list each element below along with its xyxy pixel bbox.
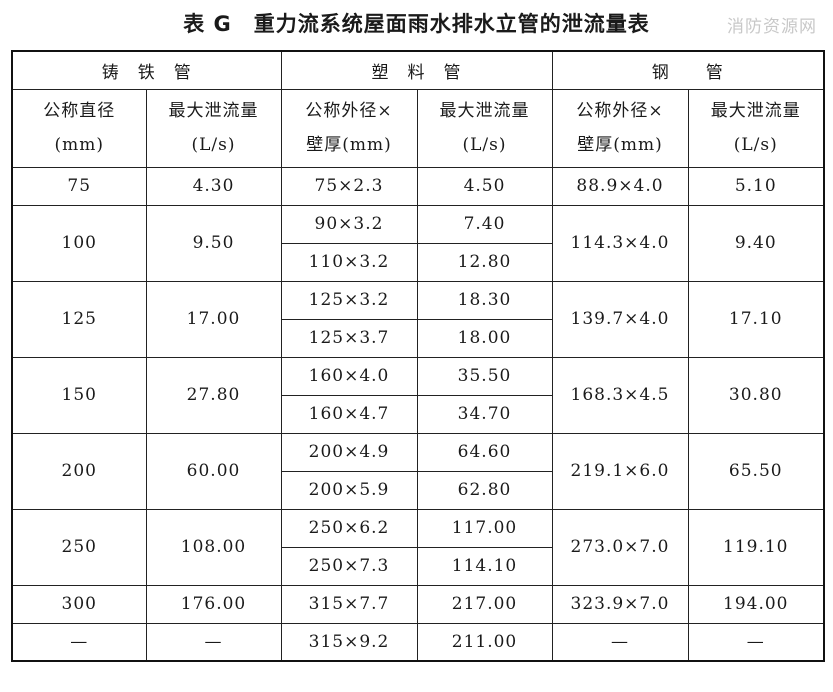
steel-flow-cell: 119.10: [687, 508, 825, 586]
cast-diameter-cell: 150: [11, 356, 147, 434]
cast-diameter-cell: —: [11, 622, 147, 662]
plastic-flow-cell: 35.50: [416, 356, 553, 396]
table-row: 160×4.7 34.70: [12, 394, 824, 434]
header-line: 最大泄流量: [710, 101, 801, 121]
cast-flow-cell: 17.00: [145, 280, 282, 358]
table-row: 75 4.30 75×2.3 4.50 88.9×4.0 5.10: [11, 166, 825, 206]
header-line: 公称直径: [43, 101, 116, 121]
plastic-flow-cell: 7.40: [416, 204, 553, 244]
steel-flow-cell: —: [687, 622, 825, 662]
plastic-size-cell: 125×3.2: [280, 280, 418, 320]
plastic-size-cell: 250×7.3: [280, 546, 418, 586]
steel-size-cell: 219.1×6.0: [551, 432, 689, 510]
steel-flow-cell: 65.50: [687, 432, 825, 510]
table-row: 250×7.3 114.10: [12, 546, 824, 586]
header-line: (mm): [54, 135, 104, 155]
plastic-flow-cell: 62.80: [416, 470, 553, 510]
steel-flow-cell: 5.10: [687, 166, 825, 206]
plastic-size-cell: 200×5.9: [280, 470, 418, 510]
header-line: 最大泄流量: [168, 101, 259, 121]
table-row: 250 108.00 250×6.2 117.00 273.0×7.0 119.…: [11, 508, 825, 586]
steel-flow-cell: 194.00: [687, 584, 825, 624]
plastic-flow-cell: 18.00: [416, 318, 553, 358]
plastic-size-cell: 160×4.0: [280, 356, 418, 396]
table-title: 表 G 重力流系统屋面雨水排水立管的泄流量表: [183, 12, 650, 36]
steel-size-cell: 139.7×4.0: [551, 280, 689, 358]
table-row: 200 60.00 200×4.9 64.60 219.1×6.0 65.50: [11, 432, 825, 510]
header-line: 壁厚(mm): [306, 135, 392, 155]
cast-flow-cell: 60.00: [145, 432, 282, 510]
table-row: 200×5.9 62.80: [12, 470, 824, 510]
steel-size-cell: 168.3×4.5: [551, 356, 689, 434]
header-line: (L/s): [191, 135, 236, 155]
steel-size-cell: 323.9×7.0: [551, 584, 689, 624]
cast-flow-cell: 9.50: [145, 204, 282, 282]
group-plastic: 塑 料 管: [280, 50, 553, 90]
plastic-size-cell: 315×9.2: [280, 622, 418, 662]
header-line: 公称外径×: [305, 101, 393, 121]
watermark: 消防资源网: [727, 17, 817, 37]
table-row: 110×3.2 12.80: [12, 242, 824, 282]
cast-diameter-cell: 125: [11, 280, 147, 358]
cast-flow-cell: 108.00: [145, 508, 282, 586]
header-cast-flow: 最大泄流量 (L/s): [145, 88, 282, 168]
table-row: 150 27.80 160×4.0 35.50 168.3×4.5 30.80: [11, 356, 825, 434]
plastic-size-cell: 160×4.7: [280, 394, 418, 434]
plastic-flow-cell: 114.10: [416, 546, 553, 586]
steel-size-cell: 114.3×4.0: [551, 204, 689, 282]
header-cast-diameter: 公称直径 (mm): [11, 88, 147, 168]
plastic-flow-cell: 18.30: [416, 280, 553, 320]
cast-diameter-cell: 250: [11, 508, 147, 586]
steel-size-cell: —: [551, 622, 689, 662]
header-steel-flow: 最大泄流量 (L/s): [687, 88, 825, 168]
steel-flow-cell: 30.80: [687, 356, 825, 434]
table-row: 300 176.00 315×7.7 217.00 323.9×7.0 194.…: [11, 584, 825, 624]
group-header-row: 铸 铁 管 塑 料 管 钢 管: [11, 50, 825, 90]
steel-flow-cell: 17.10: [687, 280, 825, 358]
table-row: — — 315×9.2 211.00 — —: [11, 622, 825, 662]
plastic-flow-cell: 4.50: [416, 166, 553, 206]
cast-flow-cell: —: [145, 622, 282, 662]
header-plastic-flow: 最大泄流量 (L/s): [416, 88, 553, 168]
header-line: (L/s): [462, 135, 507, 155]
group-cast-iron: 铸 铁 管: [11, 50, 282, 90]
plastic-flow-cell: 64.60: [416, 432, 553, 472]
plastic-flow-cell: 217.00: [416, 584, 553, 624]
plastic-size-cell: 125×3.7: [280, 318, 418, 358]
table-row: 125×3.7 18.00: [12, 318, 824, 358]
plastic-flow-cell: 12.80: [416, 242, 553, 282]
header-line: 壁厚(mm): [577, 135, 663, 155]
cast-diameter-cell: 100: [11, 204, 147, 282]
plastic-size-cell: 90×3.2: [280, 204, 418, 244]
cast-diameter-cell: 75: [11, 166, 147, 206]
column-header-row: 公称直径 (mm) 最大泄流量 (L/s) 公称外径× 壁厚(mm) 最大泄流量 (L/…: [11, 88, 825, 168]
header-plastic-size: 公称外径× 壁厚(mm): [280, 88, 418, 168]
cast-flow-cell: 27.80: [145, 356, 282, 434]
cast-flow-cell: 4.30: [145, 166, 282, 206]
steel-flow-cell: 9.40: [687, 204, 825, 282]
plastic-flow-cell: 34.70: [416, 394, 553, 434]
steel-size-cell: 273.0×7.0: [551, 508, 689, 586]
cast-flow-cell: 176.00: [145, 584, 282, 624]
drainage-table: 铸 铁 管 塑 料 管 钢 管 公称直径 (mm) 最大泄流量 (L/s) 公称外径…: [11, 50, 825, 662]
plastic-size-cell: 75×2.3: [280, 166, 418, 206]
plastic-size-cell: 110×3.2: [280, 242, 418, 282]
plastic-size-cell: 315×7.7: [280, 584, 418, 624]
header-line: 公称外径×: [576, 101, 664, 121]
header-steel-size: 公称外径× 壁厚(mm): [551, 88, 689, 168]
plastic-size-cell: 200×4.9: [280, 432, 418, 472]
table-row: 100 9.50 90×3.2 7.40 114.3×4.0 9.40: [11, 204, 825, 282]
table-row: 125 17.00 125×3.2 18.30 139.7×4.0 17.10: [11, 280, 825, 358]
cast-diameter-cell: 200: [11, 432, 147, 510]
group-steel: 钢 管: [551, 50, 825, 90]
plastic-flow-cell: 117.00: [416, 508, 553, 548]
steel-size-cell: 88.9×4.0: [551, 166, 689, 206]
cast-diameter-cell: 300: [11, 584, 147, 624]
header-line: 最大泄流量: [439, 101, 530, 121]
plastic-flow-cell: 211.00: [416, 622, 553, 662]
plastic-size-cell: 250×6.2: [280, 508, 418, 548]
header-line: (L/s): [733, 135, 778, 155]
